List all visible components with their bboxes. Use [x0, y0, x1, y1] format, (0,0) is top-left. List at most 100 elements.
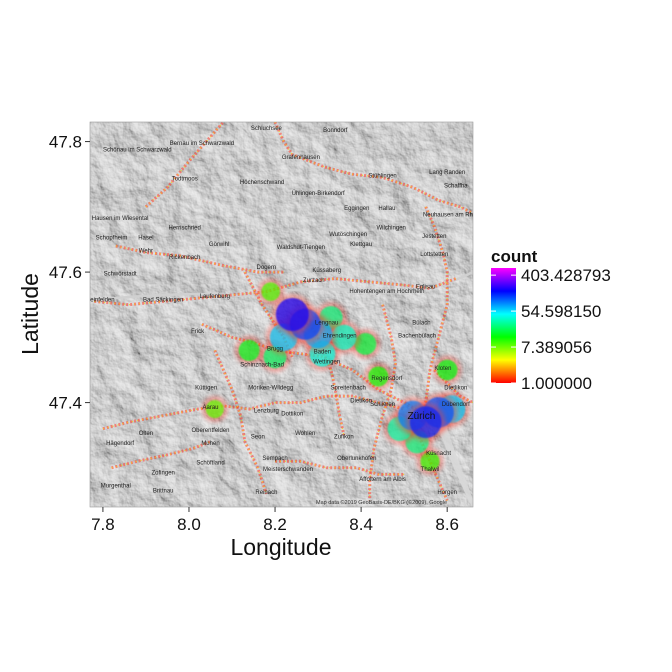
- place-label: Wilchingen: [377, 226, 406, 232]
- place-label: Bernau im Schwarzwald: [170, 141, 234, 147]
- place-labels: Bonndorf Schluchsee Bernau im Schwarzwald S…: [83, 126, 489, 496]
- y-tick-label: 47.8: [49, 133, 82, 152]
- place-label: Todtmoos: [172, 177, 198, 183]
- route-line: [275, 459, 405, 476]
- place-label: Eglisau: [416, 284, 436, 290]
- route-line-core: [111, 441, 211, 469]
- route-line: [94, 277, 457, 307]
- hotspot: [368, 366, 389, 387]
- place-label: Hasel: [138, 236, 153, 242]
- hotspot: [275, 298, 309, 331]
- place-label: Ühlingen-Birkendorf: [292, 190, 345, 197]
- place-label: Küsnacht: [426, 451, 451, 457]
- place-label: Baden: [314, 350, 331, 356]
- place-label: Stühlingen: [368, 174, 396, 180]
- route-line: [308, 323, 346, 436]
- place-label: Küssaberg: [312, 268, 341, 274]
- y-tick-label: 47.6: [49, 263, 82, 282]
- place-label: Höchenschwand: [240, 180, 284, 186]
- y-axis: 47.4 47.6 47.8: [49, 133, 90, 413]
- legend-label: 1.000000: [521, 374, 592, 393]
- place-label: Lenzburg: [254, 408, 279, 414]
- place-label: Schopfheim: [96, 236, 128, 242]
- place-label: Wehr: [139, 249, 153, 255]
- place-label: Affoltern am Albis: [359, 477, 406, 483]
- legend: count 403.428793 54.598150 7.389056 1.00000…: [491, 247, 611, 393]
- hotspot: [436, 359, 458, 381]
- place-label: Bonndorf: [323, 128, 348, 134]
- x-tick-label: 8.0: [177, 515, 201, 534]
- place-label: Wettingen: [313, 359, 340, 365]
- place-label: Laufenburg: [200, 294, 230, 300]
- place-label: Rickenbach: [169, 255, 200, 261]
- route-line-core: [115, 245, 284, 273]
- legend-label: 403.428793: [521, 266, 611, 285]
- place-label: Wutöschingen: [329, 232, 367, 238]
- hotspot: [409, 406, 442, 439]
- route-line: [419, 206, 449, 423]
- place-label: Reinach: [255, 490, 277, 496]
- place-label: Hägendorf: [106, 441, 134, 447]
- place-label: Sempach: [262, 456, 287, 462]
- route-line-core: [274, 122, 473, 214]
- place-label: Eggingen: [344, 206, 369, 212]
- legend-colorbar: [491, 268, 516, 383]
- hotspot: [238, 339, 260, 361]
- legend-ticks: 403.428793 54.598150 7.389056 1.000000: [491, 266, 611, 393]
- place-label: Hohentengen am Hochrhein: [349, 289, 424, 295]
- legend-title: count: [491, 247, 538, 266]
- place-label: Horgen: [437, 490, 457, 496]
- place-label: Oberlunkhofen: [337, 456, 376, 462]
- place-label: Schaffha: [444, 183, 468, 189]
- place-label: Dietikon: [350, 399, 372, 405]
- map-panel: Bonndorf Schluchsee Bernau im Schwarzwald S…: [83, 122, 489, 507]
- place-label: Küttigen: [195, 386, 217, 392]
- place-label: Ehrendingen: [323, 333, 357, 339]
- place-label: Bachenbülach: [398, 333, 436, 339]
- place-label: Brugg: [267, 346, 283, 352]
- place-label: Kloten: [434, 366, 451, 372]
- place-label: Möriken-Wildegg: [248, 386, 293, 392]
- place-label: Waldshut-Tiengen: [277, 245, 325, 251]
- route-line: [144, 122, 225, 208]
- place-label: Dübendorf: [442, 402, 470, 408]
- hotspot: [331, 324, 357, 350]
- place-label: Jestetten: [422, 234, 446, 240]
- place-label: Zofingen: [152, 470, 175, 476]
- place-label: Grafenhausen: [282, 155, 320, 161]
- place-label: Seon: [251, 435, 265, 441]
- place-label: Dottikon: [281, 412, 303, 418]
- place-label: Lengnau: [315, 320, 338, 326]
- x-tick-label: 7.8: [91, 515, 115, 534]
- place-label: Oberentfelden: [191, 428, 229, 434]
- place-label: Brittnau: [153, 489, 174, 495]
- place-label: Schwörstadt: [104, 271, 137, 277]
- place-label: Frick: [191, 329, 205, 335]
- place-label: Zurzach: [303, 278, 325, 284]
- route-line-core: [94, 277, 457, 306]
- place-label: Zufikon: [334, 435, 354, 441]
- place-label: Klettgau: [350, 242, 372, 248]
- place-label: Zürich: [408, 411, 436, 422]
- y-tick-label: 47.4: [49, 394, 82, 413]
- place-label: Lottstetten: [420, 252, 448, 258]
- x-tick-label: 8.6: [435, 515, 459, 534]
- x-tick-label: 8.2: [263, 515, 287, 534]
- place-label: Hausen im Wiesental: [92, 216, 149, 222]
- place-label: Schinznach-Bad: [240, 363, 284, 369]
- place-label: Schluchsee: [251, 126, 283, 132]
- place-label: Rheinfelden: [83, 297, 115, 303]
- place-label: Neuhausen am Rheinfall: [423, 213, 489, 219]
- place-label: Murgenthal: [101, 483, 131, 489]
- route-line-core: [201, 323, 422, 413]
- x-tick-label: 8.4: [349, 515, 373, 534]
- place-label: Dogern: [257, 265, 277, 271]
- x-axis: 7.8 8.0 8.2 8.4 8.6: [91, 507, 459, 534]
- place-label: Bad Säckingen: [143, 297, 183, 303]
- place-label: Thalwil: [421, 467, 440, 473]
- hotspot: [205, 400, 224, 419]
- place-label: Muhen: [201, 441, 219, 447]
- place-label: Görwihl: [209, 242, 229, 248]
- place-label: Hallau: [378, 206, 395, 212]
- density-hotspots: [201, 278, 470, 475]
